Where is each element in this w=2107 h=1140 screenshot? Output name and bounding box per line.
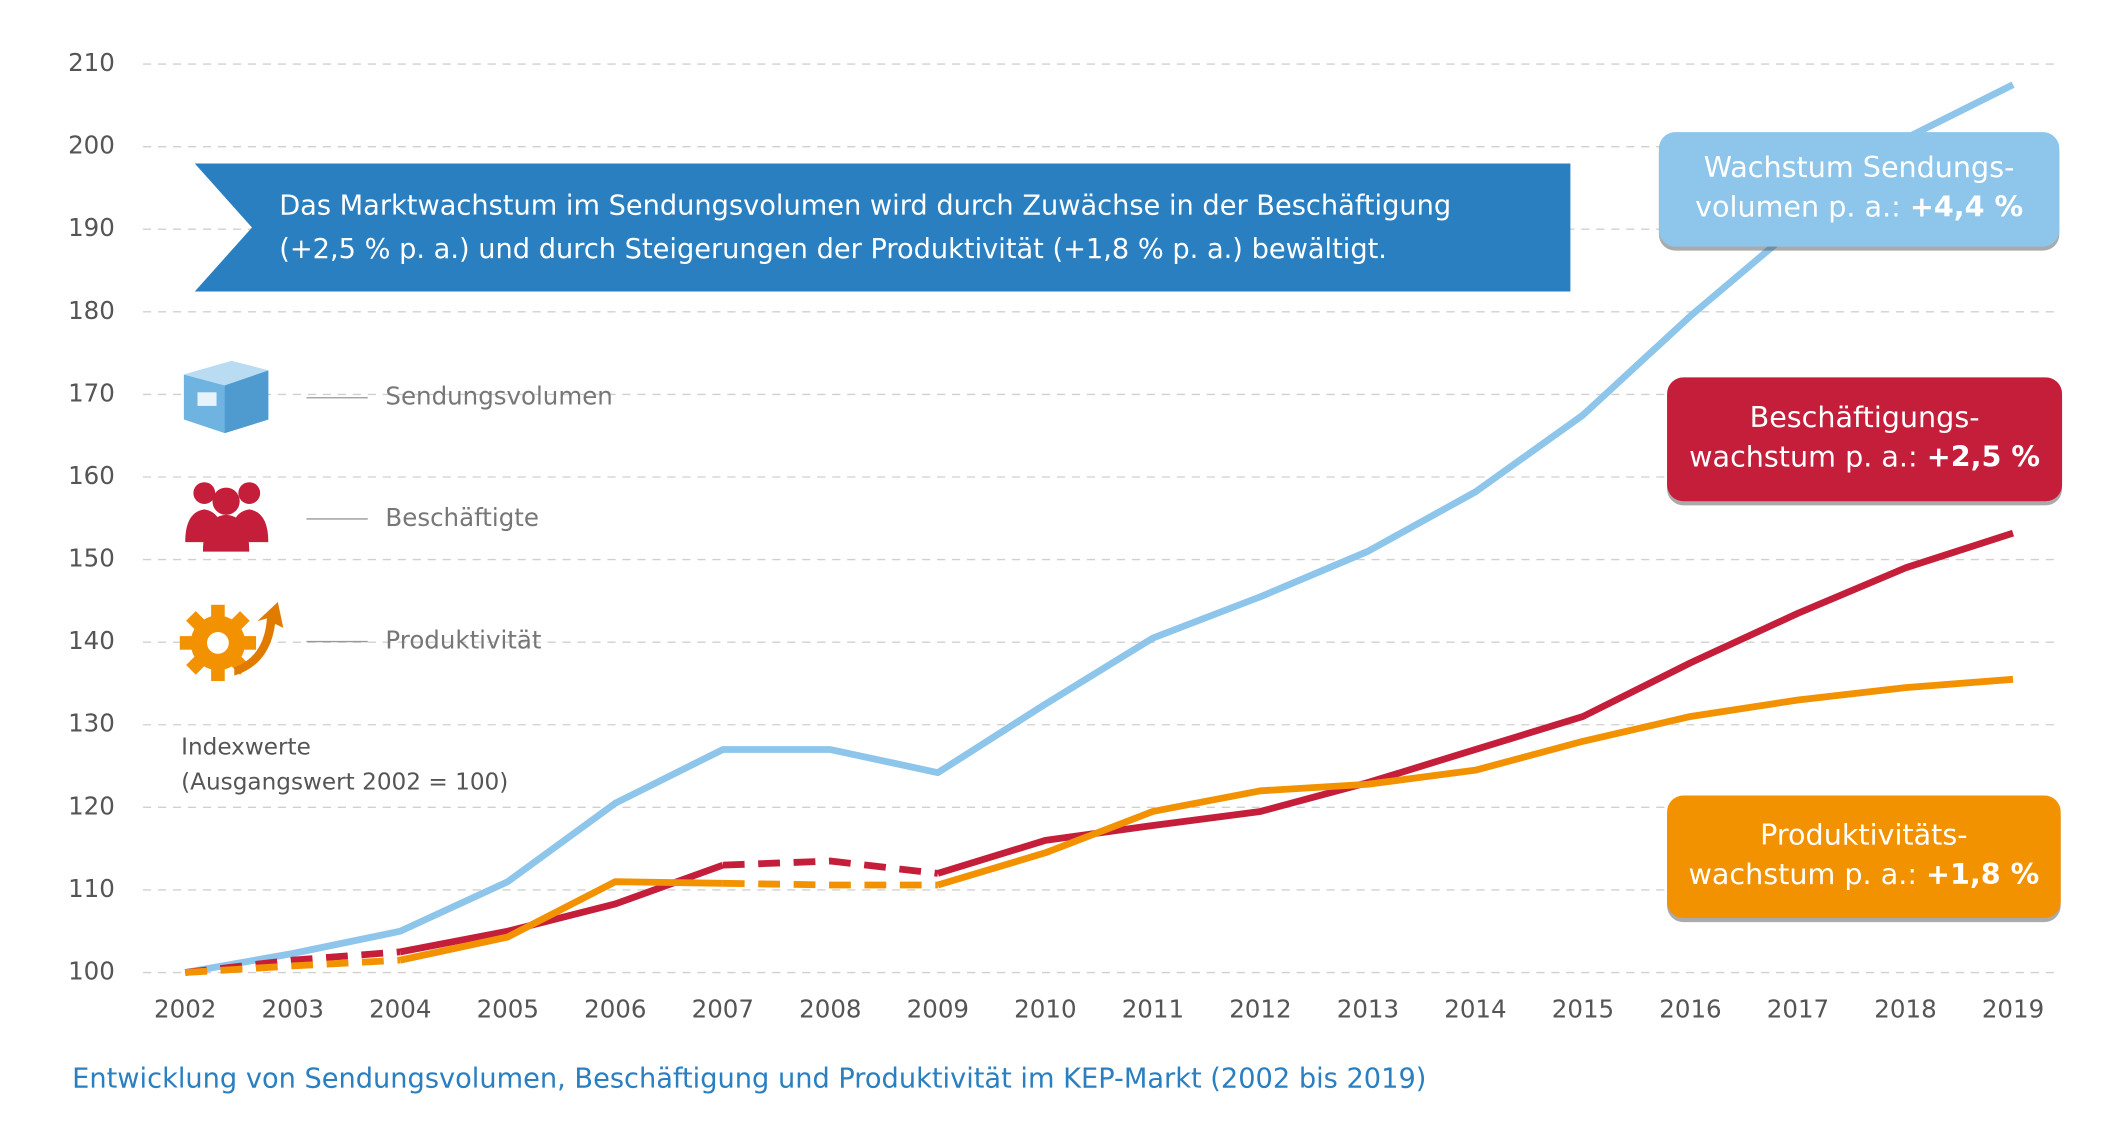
box-icon — [183, 360, 269, 434]
grid: 100 110 120 130 140 150 160 170 180 190 200 210 2002… — [68, 48, 2057, 1024]
x-tick-label: 2014 — [1444, 995, 1506, 1024]
callout-text: wachstum p. a.: +2,5 % — [1689, 439, 2040, 473]
y-tick-label: 150 — [68, 544, 115, 573]
series-line — [185, 956, 401, 976]
callout-text: wachstum p. a.: +1,8 % — [1688, 857, 2039, 891]
series-line — [722, 857, 939, 877]
callout-text: Beschäftigungs- — [1750, 400, 1980, 434]
legend-label: Produktivität — [385, 626, 541, 655]
series-line — [936, 529, 2015, 877]
y-tick-label: 170 — [68, 378, 115, 407]
people-icon — [185, 482, 269, 552]
y-label: (Ausgangswert 2002 = 100) — [181, 770, 508, 796]
callout-text: Produktivitäts- — [1760, 817, 1967, 851]
x-tick-label: 2010 — [1014, 995, 1076, 1024]
callout-highlight: +4,4 % — [1910, 189, 2023, 223]
y-tick-label: 130 — [68, 709, 115, 738]
banner-box — [194, 163, 1571, 292]
callout-text: volumen p. a.: +4,4 % — [1695, 189, 2023, 223]
x-tick-label: 2008 — [799, 995, 861, 1024]
series-line — [722, 879, 938, 889]
callout-box — [1658, 132, 2060, 247]
banner-text: Das Marktwachstum im Sendungsvolumen wir… — [279, 191, 1451, 222]
y-tick-label: 160 — [68, 461, 115, 490]
x-tick-label: 2018 — [1874, 995, 1936, 1024]
callout-text: volumen p. a.: — [1695, 189, 1910, 223]
x-tick-label: 2004 — [369, 995, 431, 1024]
x-tick-label: 2012 — [1229, 995, 1291, 1024]
y-tick-label: 100 — [68, 957, 115, 986]
callout-text: wachstum p. a.: — [1688, 857, 1926, 891]
y-tick-label: 140 — [68, 626, 115, 655]
x-tick-label: 2015 — [1552, 995, 1614, 1024]
lines — [184, 81, 2015, 976]
callout-highlight: +1,8 % — [1926, 857, 2039, 891]
gear-icon — [179, 602, 284, 682]
series-line — [936, 675, 2014, 889]
callout-highlight: +2,5 % — [1927, 439, 2040, 473]
x-tick-label: 2017 — [1767, 995, 1829, 1024]
callout-box — [1667, 795, 2061, 919]
y-tick-label: 110 — [68, 874, 115, 903]
x-tick-label: 2009 — [907, 995, 969, 1024]
x-tick-label: 2007 — [692, 995, 754, 1024]
x-tick-label: 2011 — [1122, 995, 1184, 1024]
callout-box — [1667, 377, 2063, 502]
chart-title: Entwicklung von Sendungsvolumen, Beschäf… — [72, 1064, 1426, 1095]
x-tick-label: 2016 — [1659, 995, 1721, 1024]
callout-text: wachstum p. a.: — [1689, 439, 1927, 473]
banner-text: (+2,5 % p. a.) und durch Steigerungen de… — [279, 234, 1387, 265]
y-tick-label: 210 — [68, 48, 115, 77]
y-label: Indexwerte — [181, 734, 311, 760]
x-tick-label: 2019 — [1982, 995, 2044, 1024]
series-line — [184, 81, 2015, 976]
callout-text: Wachstum Sendungs- — [1704, 150, 2015, 184]
x-tick-label: 2006 — [584, 995, 646, 1024]
x-tick-label: 2005 — [477, 995, 539, 1024]
y-tick-label: 200 — [68, 131, 115, 160]
y-tick-label: 180 — [68, 296, 115, 325]
legend-label: Sendungsvolumen — [385, 382, 612, 411]
x-tick-label: 2002 — [154, 995, 216, 1024]
x-tick-label: 2013 — [1337, 995, 1399, 1024]
x-tick-label: 2003 — [262, 995, 324, 1024]
y-tick-label: 120 — [68, 791, 115, 820]
callouts: Wachstum Sendungs-volumen p. a.: +4,4 % B… — [1658, 132, 2063, 923]
y-tick-label: 190 — [68, 213, 115, 242]
series-line — [399, 878, 723, 964]
legend-label: Beschäftigte — [385, 503, 539, 532]
